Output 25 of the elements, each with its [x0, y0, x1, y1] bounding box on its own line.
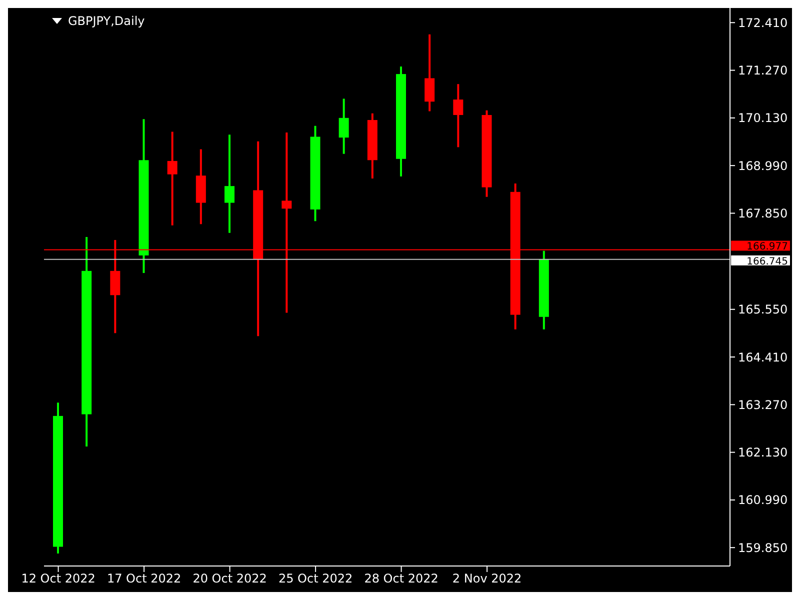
x-tick-label: 25 Oct 2022	[278, 572, 353, 586]
y-tick-label: 164.410	[738, 350, 788, 364]
text: GBPJPY,Daily	[68, 14, 145, 28]
ref-line-label: 166.745	[746, 256, 788, 268]
candlestick	[338, 98, 349, 155]
y-tick-label: 172.410	[738, 16, 788, 30]
y-tick-label: 165.550	[738, 302, 788, 317]
y-tick-label: 162.130	[738, 446, 788, 460]
x-tick-label: 17 Oct 2022	[106, 572, 182, 586]
candlestick	[167, 130, 178, 226]
x-tick-label: 12 Oct 2022	[21, 572, 96, 586]
y-tick-label: 159.850	[738, 540, 788, 555]
candlestick	[224, 134, 234, 234]
x-tick-label: 28 Oct 2022	[364, 572, 438, 586]
x-tick-label: 20 Oct 2022	[192, 572, 267, 586]
ref-line-label: 166.977	[746, 242, 788, 253]
x-tick-label: 2 Nov 2022	[452, 572, 522, 586]
candlestick	[453, 83, 464, 148]
y-tick-label: 168.990	[738, 158, 788, 173]
y-tick-label: 170.130	[738, 111, 788, 126]
y-tick-label: 171.270	[738, 64, 788, 78]
y-tick-label: 163.270	[738, 398, 788, 412]
candlestick	[424, 33, 435, 112]
y-tick-label: 160.990	[738, 493, 788, 508]
y-tick-label: 167.850	[738, 206, 788, 220]
